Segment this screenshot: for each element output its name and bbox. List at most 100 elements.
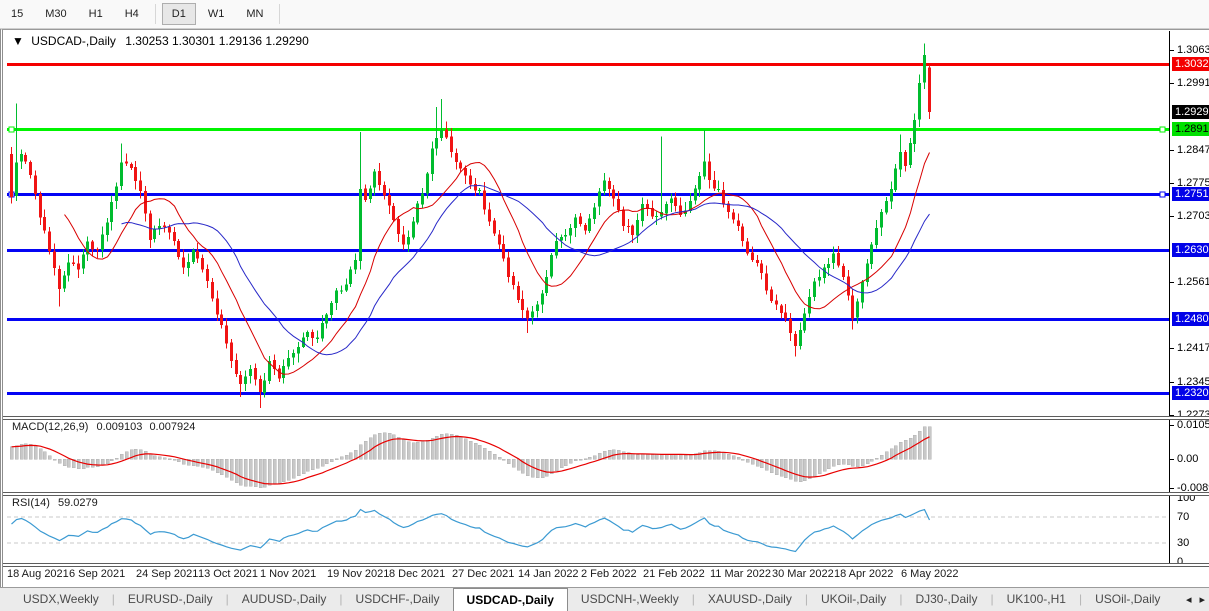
axis-tick-label: 1.23450 bbox=[1177, 376, 1209, 388]
candle-body bbox=[330, 302, 333, 316]
chart-tab-xauusd-[interactable]: XAUUSD-,Daily bbox=[707, 592, 792, 606]
panel-splitter[interactable] bbox=[3, 492, 1209, 496]
macd-histogram-bar bbox=[238, 458, 243, 486]
candle-body bbox=[383, 185, 386, 196]
price-level-line[interactable] bbox=[7, 392, 1169, 395]
price-level-line[interactable] bbox=[7, 318, 1169, 321]
candle-body bbox=[913, 119, 916, 144]
candle-body bbox=[24, 154, 27, 162]
macd-signal-value: 0.007924 bbox=[149, 421, 196, 433]
line-handle[interactable] bbox=[8, 126, 15, 133]
line-handle[interactable] bbox=[1159, 191, 1166, 198]
chart-dropdown-icon[interactable]: ▼ bbox=[12, 34, 24, 48]
macd-histogram-bar bbox=[129, 449, 134, 460]
timeframe-button-h1[interactable]: H1 bbox=[88, 8, 103, 20]
macd-histogram-bar bbox=[38, 448, 43, 460]
axis-tick-mark bbox=[1169, 150, 1174, 151]
macd-histogram-bar bbox=[19, 444, 24, 460]
macd-histogram-bar bbox=[836, 458, 841, 466]
macd-histogram-bar bbox=[779, 458, 784, 477]
macd-histogram-bar bbox=[277, 458, 282, 484]
timeframe-button-m30[interactable]: M30 bbox=[45, 8, 67, 20]
price-level-line[interactable] bbox=[7, 63, 1169, 66]
axis-tick-label: 1.28470 bbox=[1177, 144, 1209, 156]
candle-body bbox=[445, 129, 448, 138]
timeframe-button-h4[interactable]: H4 bbox=[124, 8, 139, 20]
chart-window[interactable]: ▼ USDCAD-,Daily 1.30253 1.30301 1.29136 … bbox=[0, 29, 1209, 587]
candle-body bbox=[91, 241, 94, 250]
macd-main-value: 0.009103 bbox=[96, 421, 143, 433]
chart-tab-usdcnh-[interactable]: USDCNH-,Weekly bbox=[580, 592, 679, 606]
tab-scroll-right-icon[interactable]: ▸ bbox=[1199, 594, 1205, 606]
candle-body bbox=[478, 189, 481, 191]
macd-histogram-bar bbox=[305, 458, 310, 472]
candle-body bbox=[187, 261, 190, 269]
candle-body bbox=[579, 216, 582, 224]
macd-histogram-bar bbox=[133, 449, 138, 460]
candle-body bbox=[440, 129, 443, 138]
price-level-line[interactable] bbox=[7, 128, 1169, 131]
candle-body bbox=[909, 142, 912, 165]
axis-tick-mark bbox=[1169, 348, 1174, 349]
chart-tab-uk100-[interactable]: UK100-,H1 bbox=[1006, 592, 1066, 606]
macd-histogram-bar bbox=[301, 458, 306, 474]
candle-body bbox=[373, 171, 376, 188]
candle-body bbox=[364, 188, 367, 201]
macd-histogram-bar bbox=[540, 458, 545, 478]
macd-histogram-bar bbox=[248, 458, 253, 487]
macd-histogram-bar bbox=[415, 442, 420, 460]
macd-histogram-bar bbox=[463, 438, 468, 460]
chart-tab-eurusd-[interactable]: EURUSD-,Daily bbox=[127, 592, 213, 606]
axis-tick-label: 1.27030 bbox=[1177, 210, 1209, 222]
candle-body bbox=[636, 219, 639, 236]
candle-body bbox=[703, 161, 706, 177]
macd-histogram-bar bbox=[315, 458, 320, 469]
chart-tab-usdchf-[interactable]: USDCHF-,Daily bbox=[355, 592, 440, 606]
macd-histogram-bar bbox=[234, 458, 239, 484]
macd-histogram-bar bbox=[33, 445, 38, 460]
timeframe-button-d1[interactable]: D1 bbox=[161, 3, 196, 25]
macd-chart-canvas[interactable] bbox=[7, 420, 1169, 492]
rsi-chart-canvas[interactable] bbox=[7, 496, 1169, 563]
candle-body bbox=[890, 189, 893, 202]
candle-body bbox=[297, 346, 300, 354]
chart-tab-usoil-[interactable]: USOil-,Daily bbox=[1095, 592, 1161, 606]
chart-tab-audusd-[interactable]: AUDUSD-,Daily bbox=[241, 592, 327, 606]
candle-body bbox=[521, 298, 524, 311]
candle-body bbox=[163, 225, 166, 227]
macd-histogram-bar bbox=[296, 458, 301, 477]
candle-body bbox=[96, 248, 99, 250]
tab-divider: | bbox=[804, 592, 808, 606]
candle-body bbox=[612, 189, 615, 199]
line-handle[interactable] bbox=[1159, 126, 1166, 133]
tab-divider: | bbox=[691, 592, 695, 606]
timeframe-button-mn[interactable]: MN bbox=[246, 8, 264, 20]
chart-tab-usdcad-[interactable]: USDCAD-,Daily bbox=[452, 588, 568, 611]
tab-scroll-left-icon[interactable]: ◂ bbox=[1185, 594, 1192, 606]
candle-body bbox=[72, 262, 75, 265]
candle-body bbox=[316, 337, 319, 339]
macd-histogram-bar bbox=[736, 457, 741, 460]
date-axis-label: 1 Nov 2021 bbox=[260, 568, 317, 580]
candle-body bbox=[77, 263, 80, 270]
macd-histogram-bar bbox=[272, 458, 277, 485]
price-chart-canvas[interactable] bbox=[7, 31, 1169, 416]
candle-body bbox=[502, 243, 505, 259]
chart-tab-usdx[interactable]: USDX,Weekly bbox=[23, 592, 99, 606]
macd-histogram-bar bbox=[286, 458, 291, 481]
panel-splitter[interactable] bbox=[3, 416, 1209, 420]
macd-histogram-bar bbox=[793, 458, 798, 482]
chart-tab-dj30-[interactable]: DJ30-,Daily bbox=[915, 592, 978, 606]
price-level-line[interactable] bbox=[7, 193, 1169, 196]
candle-body bbox=[832, 253, 835, 263]
candle-body bbox=[335, 290, 338, 303]
macd-histogram-bar bbox=[664, 454, 669, 460]
macd-histogram-bar bbox=[659, 454, 664, 460]
macd-histogram-bar bbox=[90, 458, 95, 468]
candle-body bbox=[660, 212, 663, 217]
timeframe-button-15[interactable]: 15 bbox=[11, 8, 24, 20]
timeframe-button-w1[interactable]: W1 bbox=[207, 8, 225, 20]
macd-histogram-bar bbox=[420, 441, 425, 460]
candle-body bbox=[498, 234, 501, 245]
chart-tab-ukoil-[interactable]: UKOil-,Daily bbox=[820, 592, 887, 606]
